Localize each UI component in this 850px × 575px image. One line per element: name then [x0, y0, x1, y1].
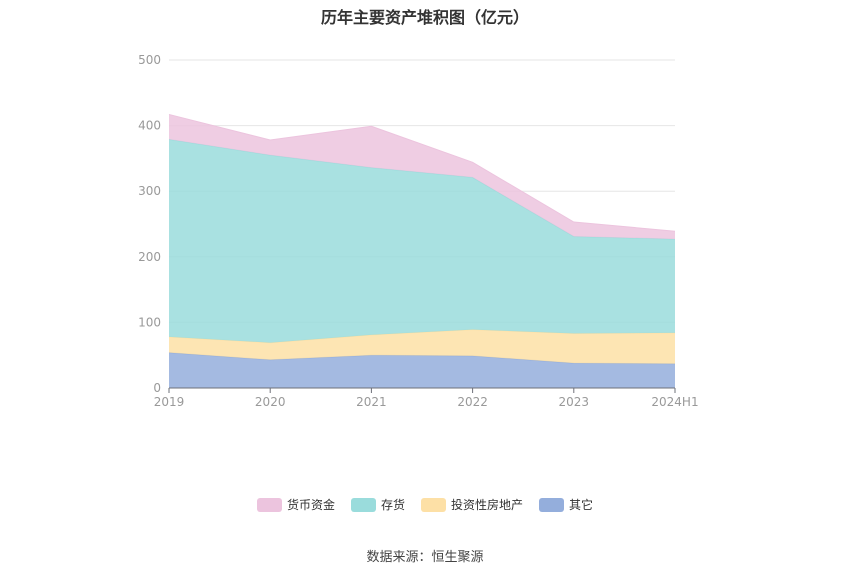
- legend-swatch: [256, 497, 282, 512]
- legend-label: 投资性房地产: [451, 498, 524, 512]
- y-tick-label: 300: [138, 184, 161, 198]
- legend-item[interactable]: 其它: [539, 496, 593, 513]
- area-edge-3: [168, 113, 676, 232]
- area-series: [168, 113, 676, 388]
- y-tick-label: 400: [138, 119, 161, 133]
- y-tick-label: 200: [138, 250, 161, 264]
- y-tick-label: 500: [138, 53, 161, 67]
- data-source-note: 数据来源：恒生聚源: [366, 550, 484, 565]
- legend-swatch: [539, 497, 565, 512]
- legend-swatch: [350, 497, 376, 512]
- legend-label: 存货: [380, 498, 405, 512]
- x-tick-label: 2023: [559, 395, 590, 409]
- legend-item[interactable]: 存货: [350, 496, 405, 513]
- area-edge-0: [168, 352, 676, 365]
- legend: 货币资金 存货 投资性房地产 其它: [0, 496, 850, 513]
- x-tick-label: 2021: [356, 395, 387, 409]
- x-tick-label: 2024H1: [651, 395, 698, 409]
- x-tick-label: 2022: [457, 395, 488, 409]
- x-tick-label: 2019: [154, 395, 185, 409]
- x-tick-label: 2020: [255, 395, 286, 409]
- area-series-1[interactable]: [169, 329, 675, 364]
- area-series-2[interactable]: [169, 139, 675, 343]
- area-series-3[interactable]: [169, 114, 675, 240]
- axes: 0 100 200 300 400 500 2019 2020 2021 2022 2023 2024…: [138, 53, 699, 409]
- legend-item[interactable]: 货币资金: [256, 496, 335, 513]
- legend-item[interactable]: 投资性房地产: [421, 496, 523, 513]
- legend-label: 货币资金: [286, 498, 335, 512]
- chart-title: 历年主要资产堆积图（亿元）: [320, 8, 529, 27]
- y-tick-label: 100: [138, 315, 161, 329]
- legend-label: 其它: [569, 498, 594, 512]
- legend-swatch: [421, 497, 446, 512]
- y-tick-label: 0: [153, 381, 161, 395]
